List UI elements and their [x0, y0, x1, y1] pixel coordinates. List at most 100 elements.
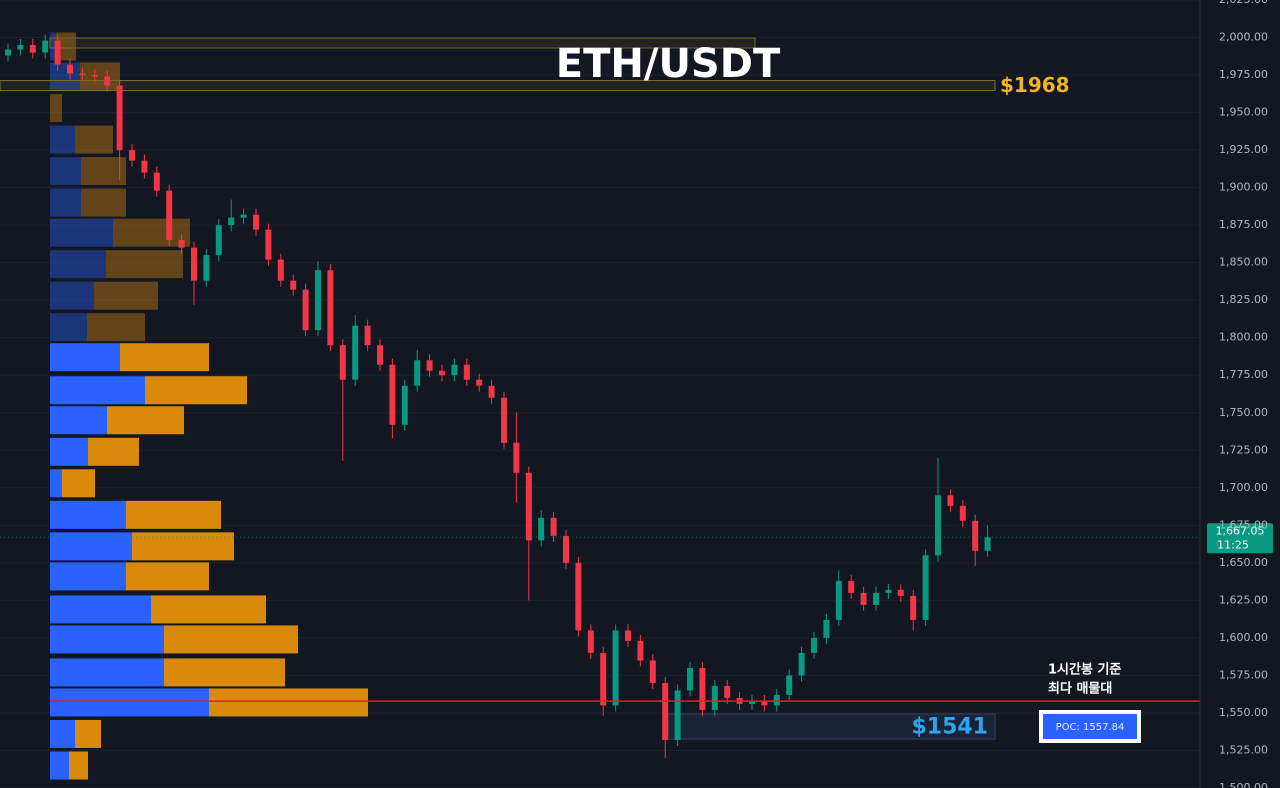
- candle-body: [811, 637, 817, 653]
- profile-sell-bar: [107, 406, 184, 435]
- candle-body: [575, 562, 582, 631]
- profile-buy-bar: [50, 313, 87, 342]
- profile-buy-bar: [50, 406, 107, 435]
- candle-body: [191, 247, 197, 281]
- y-tick-label: 1,675.00: [1219, 518, 1268, 531]
- profile-sell-bar: [209, 688, 368, 717]
- candle-body: [525, 472, 532, 541]
- profile-buy-bar: [50, 32, 56, 61]
- profile-sell-bar: [75, 719, 101, 748]
- candle-body: [153, 172, 160, 191]
- profile-buy-bar: [50, 218, 113, 247]
- candle-body: [17, 45, 24, 50]
- candle-body: [42, 40, 49, 53]
- candle-body: [587, 630, 594, 653]
- candle-body: [873, 592, 879, 605]
- zone-box: [0, 80, 996, 92]
- profile-buy-bar: [50, 658, 164, 687]
- profile-sell-bar: [151, 595, 266, 624]
- candle-body: [947, 495, 954, 506]
- candle-body: [687, 667, 693, 691]
- profile-buy-bar: [50, 719, 75, 748]
- y-tick-label: 1,725.00: [1219, 443, 1268, 456]
- profile-sell-bar: [120, 343, 209, 372]
- candle-body: [922, 555, 929, 620]
- candle-body: [401, 385, 408, 425]
- profile-sell-bar: [50, 94, 62, 123]
- last-price-tag: [1207, 523, 1273, 554]
- candle-body: [389, 364, 396, 425]
- candle-body: [897, 589, 904, 596]
- candle-body: [885, 589, 892, 593]
- y-tick-label: 1,750.00: [1219, 406, 1268, 419]
- y-tick-label: 1,975.00: [1219, 68, 1268, 81]
- y-tick-label: 1,950.00: [1219, 106, 1268, 119]
- profile-buy-bar: [50, 250, 106, 279]
- candle-body: [166, 190, 173, 241]
- y-tick-label: 1,500.00: [1219, 781, 1268, 788]
- y-tick-label: 1,800.00: [1219, 331, 1268, 344]
- profile-buy-bar: [50, 125, 75, 154]
- profile-sell-bar: [56, 32, 76, 61]
- y-tick-label: 1,900.00: [1219, 181, 1268, 194]
- profile-sell-bar: [87, 313, 145, 342]
- profile-sell-bar: [126, 562, 209, 591]
- candle-body: [315, 270, 321, 331]
- candle-body: [501, 397, 507, 443]
- profile-sell-bar: [75, 125, 113, 154]
- candle-body: [302, 289, 309, 331]
- poc-note: 1시간봉 기준: [1048, 662, 1121, 678]
- candle-body: [935, 495, 941, 556]
- candle-body: [54, 40, 61, 65]
- profile-sell-bar: [145, 376, 247, 405]
- profile-buy-bar: [50, 157, 81, 186]
- chart-title: ETH/USDT: [556, 41, 781, 87]
- profile-buy-bar: [50, 281, 94, 310]
- y-tick-label: 1,600.00: [1219, 631, 1268, 644]
- poc-label: POC: 1557.84: [1056, 722, 1125, 733]
- zone-label: $1541: [911, 714, 988, 739]
- last-price-label: 1,667.05: [1216, 524, 1265, 537]
- profile-buy-bar: [50, 376, 145, 405]
- candle-body: [129, 150, 135, 161]
- profile-buy-bar: [50, 469, 62, 498]
- y-tick-label: 1,875.00: [1219, 218, 1268, 231]
- profile-sell-bar: [164, 658, 285, 687]
- candle-body: [426, 360, 433, 371]
- candle-body: [91, 75, 98, 77]
- profile-sell-bar: [62, 469, 95, 498]
- candle-body: [116, 85, 123, 151]
- profile-sell-bar: [113, 218, 190, 247]
- candle-body: [662, 682, 669, 740]
- candle-body: [228, 217, 235, 226]
- candle-body: [724, 685, 731, 698]
- profile-sell-bar: [69, 751, 88, 780]
- candle-body: [637, 640, 644, 661]
- y-tick-label: 2,000.00: [1219, 31, 1268, 44]
- profile-buy-bar: [50, 625, 164, 654]
- profile-buy-bar: [50, 751, 69, 780]
- candle-body: [5, 49, 11, 56]
- profile-sell-bar: [94, 281, 158, 310]
- candle-body: [711, 685, 718, 710]
- candle-body: [339, 345, 346, 380]
- poc-note: 최다 매물대: [1048, 681, 1112, 697]
- candle-body: [29, 45, 36, 53]
- profile-buy-bar: [50, 343, 120, 372]
- candle-body: [910, 595, 917, 620]
- candle-body: [848, 580, 855, 593]
- candle-body: [203, 255, 210, 281]
- candle-body: [327, 270, 334, 346]
- profile-sell-bar: [88, 437, 139, 466]
- profile-buy-bar: [50, 595, 151, 624]
- countdown-label: 11:25: [1217, 538, 1249, 551]
- candle-body: [550, 517, 557, 536]
- candle-body: [352, 325, 359, 380]
- y-tick-label: 1,850.00: [1219, 256, 1268, 269]
- candle-body: [984, 537, 991, 551]
- profile-sell-bar: [106, 250, 183, 279]
- candle-body: [463, 364, 470, 380]
- profile-buy-bar: [50, 188, 81, 217]
